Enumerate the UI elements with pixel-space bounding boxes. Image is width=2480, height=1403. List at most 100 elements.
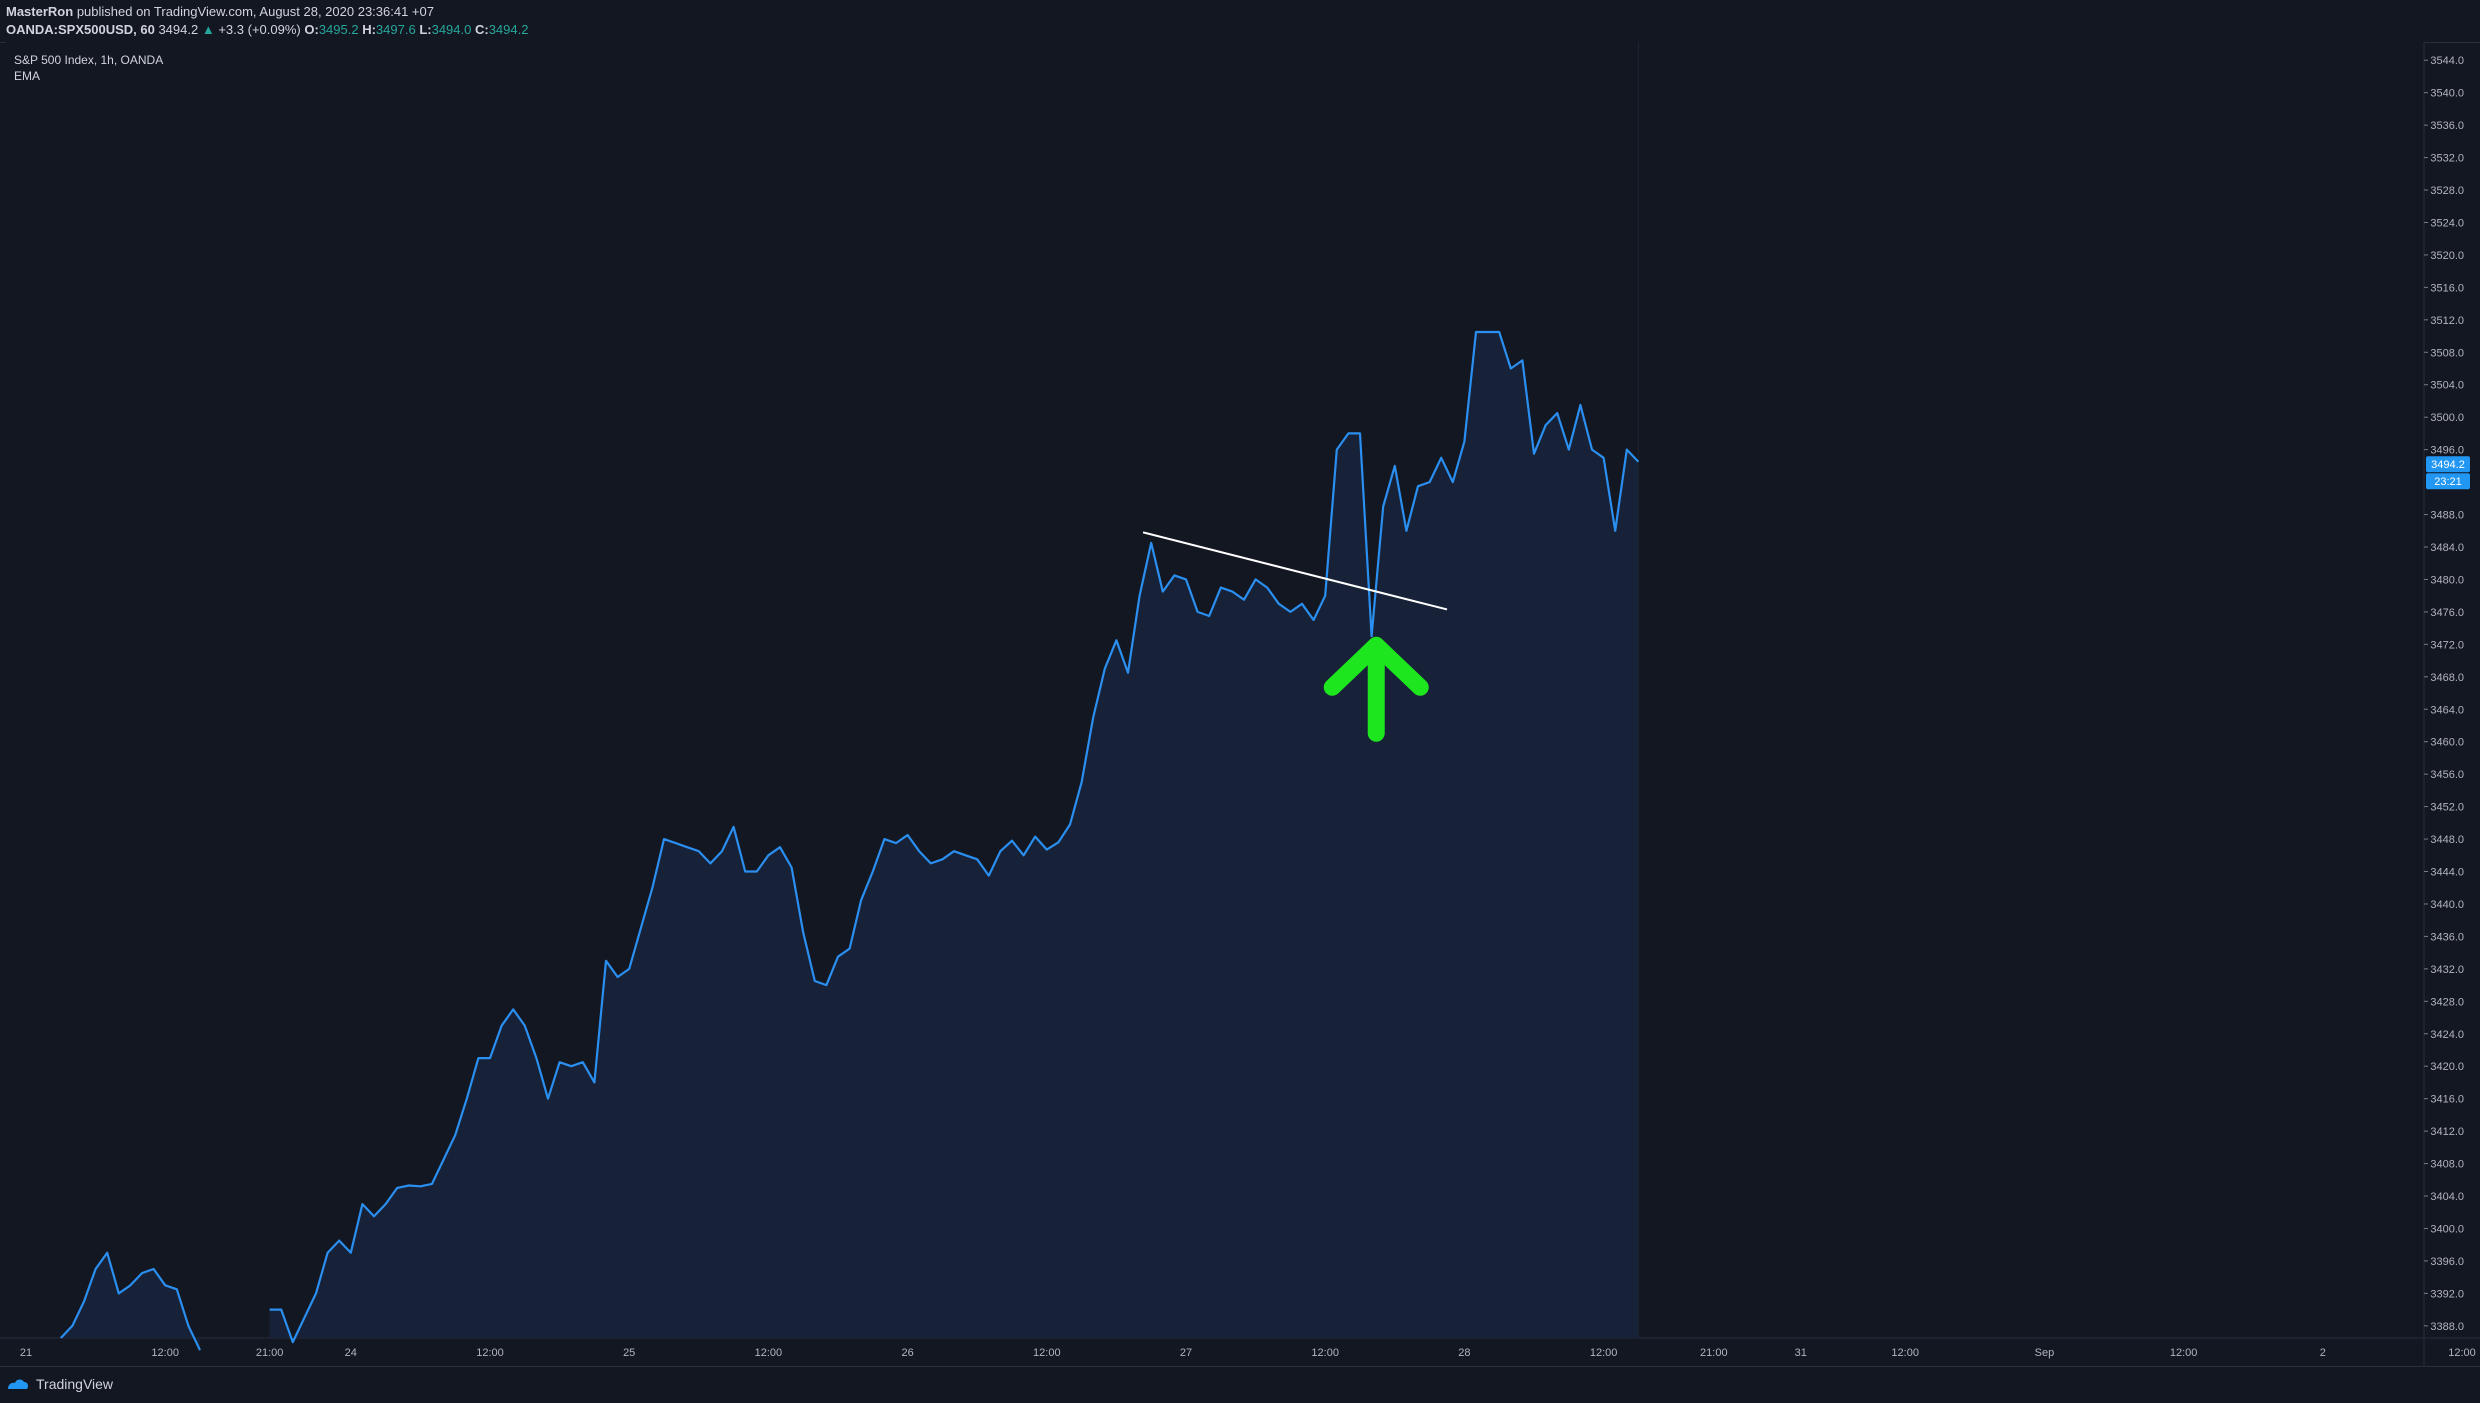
y-tick-label: 3400.0 [2430,1224,2464,1236]
close-value: 3494.2 [488,22,529,37]
y-tick-label: 3408.0 [2430,1159,2464,1171]
y-tick-label: 3412.0 [2430,1126,2464,1138]
high-value: 3497.6 [375,22,416,37]
x-tick-label: Sep [2035,1347,2055,1359]
x-tick-label: 24 [345,1347,357,1359]
author-name[interactable]: MasterRon [6,4,74,19]
footer-bar: TradingView [0,1366,2480,1403]
time-axis[interactable]: 21 12:00 21:00 24 12:00 25 12:00 26 12:00 27 12:00… [20,1347,2476,1359]
legend-indicator[interactable]: EMA [14,69,40,83]
y-tick-label: 3488.0 [2430,510,2464,522]
trendline[interactable] [1142,531,1448,611]
y-tick-label: 3436.0 [2430,931,2464,943]
price-change: +3.3 (+0.09%) [218,22,301,37]
area-layer [60,42,1639,1351]
y-tick-label: 3428.0 [2430,996,2464,1008]
low-label: L: [419,22,432,37]
last-price-badge [2426,456,2470,473]
x-tick-label: 27 [1180,1347,1192,1359]
y-tick-label: 3396.0 [2430,1256,2464,1268]
annotation-layer[interactable] [1323,636,1429,742]
y-tick-label: 3444.0 [2430,867,2464,879]
last-price: 3494.2 [158,22,199,37]
up-arrow-icon[interactable] [1323,636,1429,742]
x-tick-label: 21 [20,1347,32,1359]
high-label: H: [362,22,376,37]
x-tick-label: 12:00 [755,1347,783,1359]
y-tick-label: 3544.0 [2430,55,2464,67]
y-tick-label: 3476.0 [2430,607,2464,619]
x-tick-label: 12:00 [1590,1347,1618,1359]
x-tick-label: 26 [901,1347,913,1359]
area-fill-0 [60,1252,200,1351]
trendline-layer[interactable] [1142,531,1448,611]
price-line-0 [60,1251,201,1351]
y-tick-label: 3460.0 [2430,737,2464,749]
last-price-badge-label: 3494.2 [2431,459,2465,471]
x-tick-label: 12:00 [1891,1347,1919,1359]
y-tick-label: 3500.0 [2430,412,2464,424]
countdown-badge [2426,473,2470,490]
y-tick-label: 3516.0 [2430,282,2464,294]
y-tick-label: 3404.0 [2430,1191,2464,1203]
price-line-1 [269,330,1640,1344]
price-badge: 3494.2 23:21 [2426,456,2470,490]
tradingview-brand[interactable]: TradingView [6,1376,113,1392]
x-tick-label: 12:00 [2170,1347,2198,1359]
tradingview-logo-icon [8,1379,28,1389]
line-layer [60,330,1640,1351]
y-tick-label: 3540.0 [2430,88,2464,100]
y-tick-label: 3512.0 [2430,315,2464,327]
x-tick-label: 28 [1458,1347,1470,1359]
y-tick-label: 3532.0 [2430,153,2464,165]
close-label: C: [474,22,489,37]
y-tick-label: 3504.0 [2430,380,2464,392]
x-tick-label: 12:00 [476,1347,504,1359]
x-tick-label: 12:00 [2448,1347,2476,1359]
header-bar: MasterRon published on TradingView.com, … [0,0,2480,43]
y-tick-label: 3420.0 [2430,1061,2464,1073]
symbol-label: OANDA:SPX500USD, 60 [6,22,155,37]
y-tick-label: 3472.0 [2430,639,2464,651]
x-tick-label: 2 [2320,1347,2326,1359]
y-tick-label: 3468.0 [2430,672,2464,684]
y-tick-label: 3392.0 [2430,1288,2464,1300]
x-tick-label: 31 [1795,1347,1807,1359]
open-value: 3495.2 [318,22,359,37]
y-tick-label: 3528.0 [2430,185,2464,197]
countdown-badge-label: 23:21 [2434,476,2462,488]
price-chart[interactable]: 3544.0 3540.0 3536.0 3532.0 3528.0 3524.0 3520… [0,42,2480,1366]
x-tick-label: 21:00 [256,1347,284,1359]
publish-text: published on TradingView.com, August 28,… [76,4,434,19]
y-tick-label: 3508.0 [2430,347,2464,359]
brand-label: TradingView [36,1376,114,1392]
legend-title[interactable]: S&P 500 Index, 1h, OANDA [14,53,163,67]
y-tick-label: 3432.0 [2430,964,2464,976]
x-tick-label: 25 [623,1347,635,1359]
y-tick-label: 3484.0 [2430,542,2464,554]
area-fill-1 [269,332,1639,1343]
y-tick-label: 3440.0 [2430,899,2464,911]
y-tick-label: 3456.0 [2430,769,2464,781]
y-tick-label: 3536.0 [2430,120,2464,132]
x-tick-label: 12:00 [151,1347,179,1359]
y-tick-label: 3388.0 [2430,1321,2464,1333]
y-tick-label: 3452.0 [2430,802,2464,814]
open-label: O: [304,22,319,37]
y-tick-label: 3416.0 [2430,1094,2464,1106]
change-up-icon: ▲ [201,22,215,37]
y-tick-label: 3448.0 [2430,834,2464,846]
y-tick-label: 3524.0 [2430,218,2464,230]
y-tick-label: 3520.0 [2430,250,2464,262]
price-axis[interactable]: 3544.0 3540.0 3536.0 3532.0 3528.0 3524.0 3520… [2424,55,2464,1333]
y-tick-label: 3464.0 [2430,704,2464,716]
x-tick-label: 12:00 [1033,1347,1061,1359]
y-tick-label: 3480.0 [2430,574,2464,586]
x-tick-label: 21:00 [1700,1347,1728,1359]
low-value: 3494.0 [431,22,472,37]
symbol-info: OANDA:SPX500USD, 60 3494.2 ▲ +3.3 (+0.09… [6,22,528,37]
publish-info: MasterRon published on TradingView.com, … [6,4,434,19]
y-tick-label: 3424.0 [2430,1029,2464,1041]
x-tick-label: 12:00 [1311,1347,1339,1359]
y-tick-label: 3496.0 [2430,445,2464,457]
